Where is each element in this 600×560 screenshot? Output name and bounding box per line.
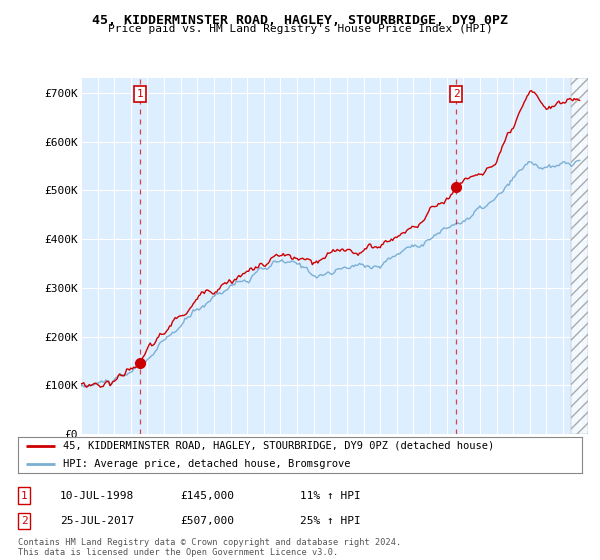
Text: Contains HM Land Registry data © Crown copyright and database right 2024.
This d: Contains HM Land Registry data © Crown c… bbox=[18, 538, 401, 557]
Text: 25-JUL-2017: 25-JUL-2017 bbox=[60, 516, 134, 526]
Text: 1: 1 bbox=[136, 89, 143, 99]
Text: £507,000: £507,000 bbox=[180, 516, 234, 526]
Text: 2: 2 bbox=[20, 516, 28, 526]
Text: 10-JUL-1998: 10-JUL-1998 bbox=[60, 491, 134, 501]
Text: 2: 2 bbox=[452, 89, 460, 99]
Text: Price paid vs. HM Land Registry's House Price Index (HPI): Price paid vs. HM Land Registry's House … bbox=[107, 24, 493, 34]
Text: 45, KIDDERMINSTER ROAD, HAGLEY, STOURBRIDGE, DY9 0PZ: 45, KIDDERMINSTER ROAD, HAGLEY, STOURBRI… bbox=[92, 14, 508, 27]
Text: 11% ↑ HPI: 11% ↑ HPI bbox=[300, 491, 361, 501]
Text: 1: 1 bbox=[20, 491, 28, 501]
Text: HPI: Average price, detached house, Bromsgrove: HPI: Average price, detached house, Brom… bbox=[63, 459, 350, 469]
Text: 45, KIDDERMINSTER ROAD, HAGLEY, STOURBRIDGE, DY9 0PZ (detached house): 45, KIDDERMINSTER ROAD, HAGLEY, STOURBRI… bbox=[63, 441, 494, 451]
Text: £145,000: £145,000 bbox=[180, 491, 234, 501]
Text: 25% ↑ HPI: 25% ↑ HPI bbox=[300, 516, 361, 526]
